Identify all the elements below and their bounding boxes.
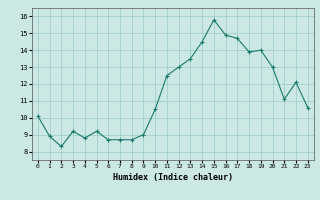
X-axis label: Humidex (Indice chaleur): Humidex (Indice chaleur) [113, 173, 233, 182]
